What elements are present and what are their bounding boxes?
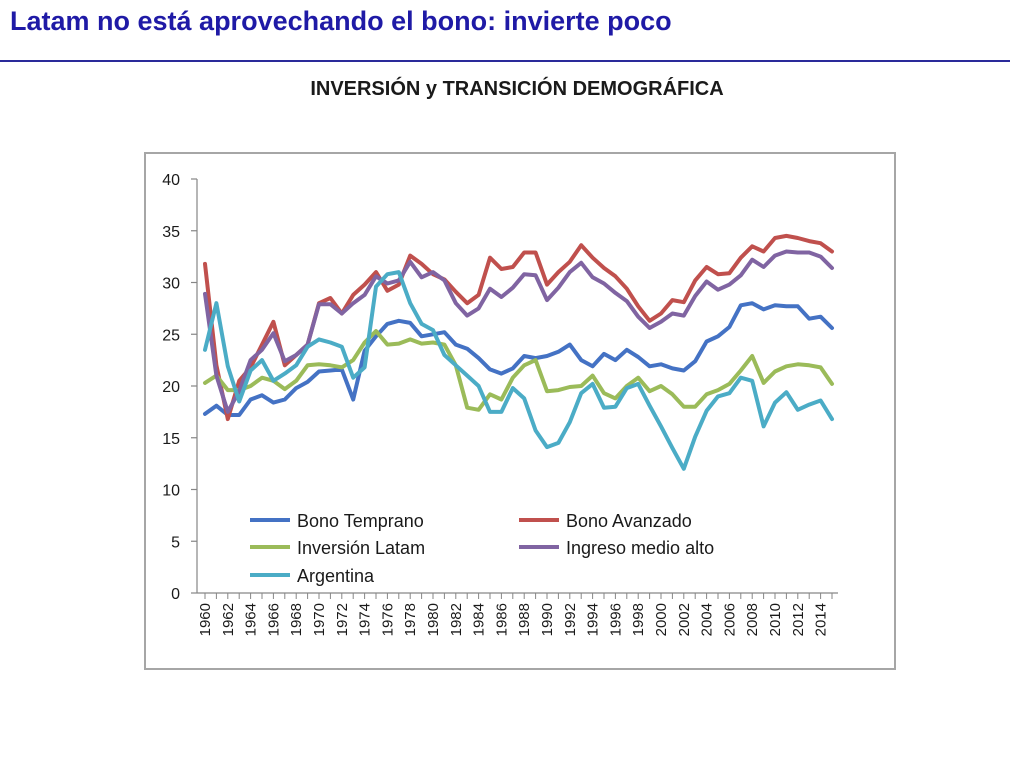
x-tick-label: 1998	[630, 603, 647, 636]
x-tick-label: 2000	[653, 603, 670, 636]
legend-label: Inversión Latam	[297, 538, 425, 558]
x-tick-label: 1966	[265, 603, 282, 636]
x-tick-label: 1990	[539, 603, 556, 636]
x-tick-label: 1982	[448, 603, 465, 636]
x-tick-label: 1980	[425, 603, 442, 636]
y-tick-label: 20	[162, 379, 180, 396]
x-tick-label: 2004	[699, 603, 716, 636]
x-tick-label: 2006	[721, 603, 738, 636]
x-tick-label: 1978	[402, 603, 419, 636]
series-line-inversi-n-latam	[203, 329, 834, 412]
x-tick-label: 2012	[790, 603, 807, 636]
y-tick-label: 5	[171, 534, 180, 551]
x-tick-label: 1972	[334, 603, 351, 636]
y-tick-label: 0	[171, 586, 180, 603]
chart-legend: Bono Temprano Bono Avanzado Inversión Lata…	[250, 511, 714, 586]
y-tick-label: 35	[162, 224, 180, 241]
series-line-bono-temprano	[203, 301, 834, 417]
legend-label: Bono Avanzado	[566, 511, 692, 531]
x-tick-label: 1964	[243, 603, 260, 636]
legend-label: Ingreso medio alto	[566, 538, 714, 558]
x-tick-label: 2014	[813, 603, 830, 636]
legend-label: Argentina	[297, 566, 375, 586]
x-tick-label: 1992	[562, 603, 579, 636]
x-tick-label: 1976	[379, 603, 396, 636]
x-tick-label: 1968	[288, 603, 305, 636]
x-tick-label: 1984	[471, 603, 488, 636]
title-divider	[0, 60, 1010, 62]
chart-axes: 0 5 10 15 20 25 30 35 40 1960 1962 1964 1966 1968 1970…	[162, 172, 838, 636]
x-tick-label: 1960	[197, 603, 214, 636]
x-tick-label: 1970	[311, 603, 328, 636]
x-tick-label: 1986	[493, 603, 510, 636]
x-tick-label: 1988	[516, 603, 533, 636]
y-tick-label: 25	[162, 327, 180, 344]
series-layer	[203, 233, 834, 471]
y-tick-label: 40	[162, 172, 180, 189]
x-tick-label: 2010	[767, 603, 784, 636]
x-tick-label: 2008	[744, 603, 761, 636]
legend-label: Bono Temprano	[297, 511, 424, 531]
y-tick-label: 10	[162, 483, 180, 500]
chart-title: INVERSIÓN y TRANSICIÓN DEMOGRÁFICA	[310, 78, 724, 100]
y-tick-label: 15	[162, 431, 180, 448]
x-tick-label: 1962	[220, 603, 237, 636]
series-line-argentina	[203, 270, 834, 471]
x-tick-label: 2002	[676, 603, 693, 636]
slide-title: Latam no está aprovechando el bono: invi…	[10, 6, 672, 36]
x-tick-label: 1974	[357, 603, 374, 636]
series-line-ingreso-medio-alto	[203, 249, 834, 414]
x-tick-label: 1994	[585, 603, 602, 636]
x-tick-label: 1996	[607, 603, 624, 636]
y-tick-label: 30	[162, 276, 180, 293]
